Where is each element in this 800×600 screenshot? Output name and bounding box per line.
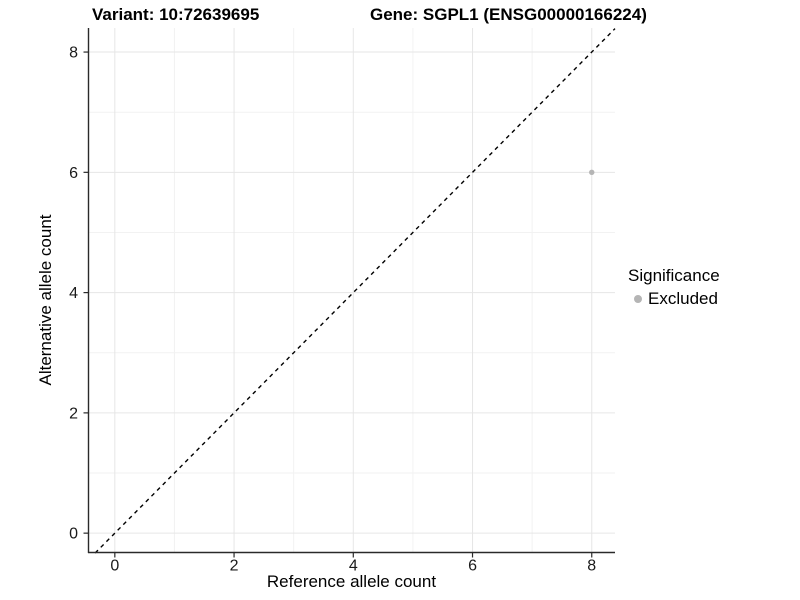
x-tick-label: 8 bbox=[587, 558, 596, 575]
title-variant: Variant: 10:72639695 bbox=[92, 5, 260, 24]
legend-item-label: Excluded bbox=[648, 289, 718, 308]
legend: Significance Excluded bbox=[628, 266, 720, 309]
legend-point-icon bbox=[634, 295, 642, 303]
y-tick-label: 4 bbox=[69, 285, 78, 302]
y-axis-title: Alternative allele count bbox=[36, 214, 55, 386]
identity-dashed-line bbox=[94, 28, 616, 554]
panel-background bbox=[88, 28, 615, 553]
x-tick-label: 2 bbox=[230, 558, 239, 575]
y-tick-label: 2 bbox=[69, 405, 78, 422]
x-axis-title: Reference allele count bbox=[266, 572, 437, 591]
x-tick-label: 0 bbox=[110, 558, 119, 575]
data-point bbox=[589, 169, 595, 176]
x-tick-label: 4 bbox=[349, 558, 358, 575]
y-tick-label: 0 bbox=[69, 526, 78, 543]
legend-item-excluded: Excluded bbox=[628, 289, 720, 309]
plot-panel: 0 2 4 6 8 0 2 4 6 8 bbox=[69, 28, 616, 575]
y-tick-label: 6 bbox=[69, 165, 78, 182]
title-gene: Gene: SGPL1 (ENSG00000166224) bbox=[370, 5, 647, 24]
x-tick-label: 6 bbox=[468, 558, 477, 575]
legend-title: Significance bbox=[628, 266, 720, 285]
y-tick-label: 8 bbox=[69, 45, 78, 62]
